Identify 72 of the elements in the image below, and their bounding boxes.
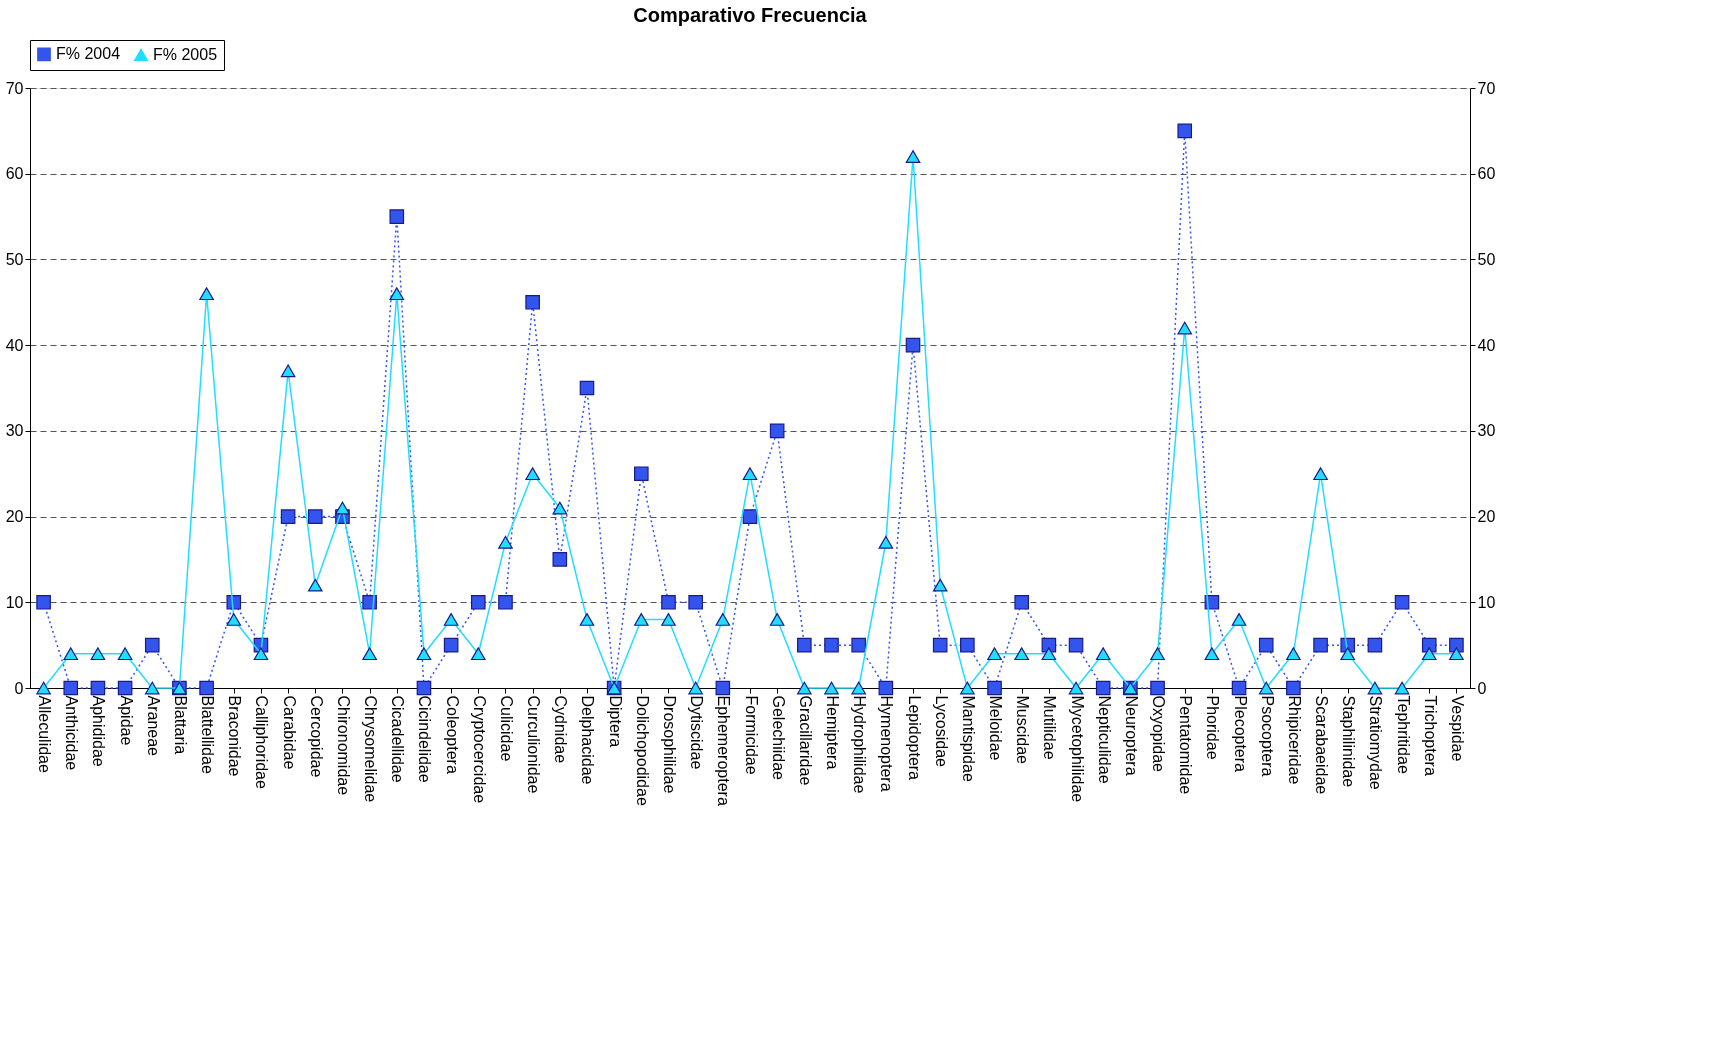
x-tick-label: Hymenoptera xyxy=(878,695,896,792)
x-tick-label: Cercopidae xyxy=(307,695,325,778)
y-tick-label: 60 xyxy=(5,165,24,183)
x-tick-label: Braconidae xyxy=(226,695,244,777)
legend-label: F% 2004 xyxy=(56,45,121,63)
y2-tick-label: 30 xyxy=(1477,422,1496,440)
x-tick-label: Gelechiidae xyxy=(769,695,787,781)
y2-tick-label: 60 xyxy=(1477,165,1496,183)
x-tick-label: Coleoptera xyxy=(443,695,461,774)
x-tick-label: Neuroptera xyxy=(1122,695,1140,776)
x-tick-label: Mycetophilidae xyxy=(1068,695,1086,803)
x-tick-label: Ephemeroptera xyxy=(715,695,733,806)
x-tick-label: Formicidae xyxy=(742,695,760,775)
y-tick-label: 30 xyxy=(5,422,24,440)
y-tick-label: 0 xyxy=(14,679,24,697)
x-tick-label: Gracillaridae xyxy=(796,695,814,786)
chart-title: Comparativo Frecuencia xyxy=(633,3,868,26)
x-tick-label: Lycosidae xyxy=(932,695,950,768)
x-tick-label: Plecoptera xyxy=(1231,695,1249,773)
x-tick-label: Calliphoridae xyxy=(253,695,271,789)
x-tick-label: Vespidae xyxy=(1448,695,1466,762)
x-tick-label: Dytiscidae xyxy=(688,695,706,770)
y2-tick-label: 70 xyxy=(1477,79,1496,97)
x-tick-label: Lepidoptera xyxy=(905,695,923,781)
y-tick-label: 70 xyxy=(5,79,24,97)
x-tick-label: Anthicidae xyxy=(63,695,81,771)
x-tick-label: Rhipiceridae xyxy=(1285,695,1303,785)
x-tick-label: Chironomidae xyxy=(334,695,352,796)
x-tick-label: Meloidae xyxy=(987,695,1005,761)
x-tick-label: Tephritidae xyxy=(1394,695,1412,774)
y-tick-label: 40 xyxy=(5,336,24,354)
y-tick-label: 50 xyxy=(5,250,24,268)
x-tick-label: Araneae xyxy=(144,695,162,757)
x-tick-label: Muscidae xyxy=(1014,695,1032,765)
x-tick-label: Drosophilidae xyxy=(660,695,678,794)
x-tick-label: Alleculidae xyxy=(36,695,54,773)
x-tick-label: Apidae xyxy=(117,695,135,746)
x-tick-label: Oxyopidae xyxy=(1150,695,1168,773)
x-tick-label: Chrysomelidae xyxy=(362,695,380,803)
y2-tick-label: 20 xyxy=(1477,508,1496,526)
y-tick-label: 20 xyxy=(5,508,24,526)
x-tick-label: Blattaria xyxy=(171,695,189,755)
y2-tick-label: 40 xyxy=(1477,336,1496,354)
x-tick-label: Psocoptera xyxy=(1258,695,1276,777)
x-tick-label: Pentatomidae xyxy=(1177,695,1195,795)
x-tick-label: Cydnidae xyxy=(552,695,570,764)
x-tick-label: Scarabaeidae xyxy=(1313,695,1331,795)
x-tick-label: Blattellidae xyxy=(199,695,217,774)
y2-tick-label: 0 xyxy=(1477,679,1487,697)
x-tick-label: Curculionidae xyxy=(525,695,543,794)
x-tick-label: Hemiptera xyxy=(824,695,842,770)
x-tick-label: Phoridae xyxy=(1204,695,1222,760)
x-tick-label: Carabidae xyxy=(280,695,298,770)
y-tick-label: 10 xyxy=(5,593,24,611)
x-tick-label: Dolichopodidae xyxy=(633,695,651,806)
x-tick-label: Delphacidae xyxy=(579,695,597,785)
x-tick-label: Staphilinidae xyxy=(1340,695,1358,788)
x-tick-label: Cryptocercidae xyxy=(470,695,488,804)
x-tick-label: Hydrophilidae xyxy=(851,695,869,794)
x-tick-label: Cicindelidae xyxy=(416,695,434,783)
y2-tick-label: 10 xyxy=(1477,593,1496,611)
x-tick-label: Mutilidae xyxy=(1041,695,1059,760)
y2-tick-label: 50 xyxy=(1477,250,1496,268)
x-tick-label: Trichoptera xyxy=(1421,695,1439,776)
x-tick-label: Cicadellidae xyxy=(389,695,407,783)
x-tick-label: Diptera xyxy=(606,695,624,748)
x-tick-label: Nepticulidae xyxy=(1095,695,1113,784)
x-tick-label: Culicidae xyxy=(497,695,515,762)
x-tick-label: Stratiomydae xyxy=(1367,695,1385,790)
x-tick-label: Mantispidae xyxy=(959,695,977,782)
x-tick-label: Aphididae xyxy=(90,695,108,767)
legend-label: F% 2005 xyxy=(153,45,218,63)
